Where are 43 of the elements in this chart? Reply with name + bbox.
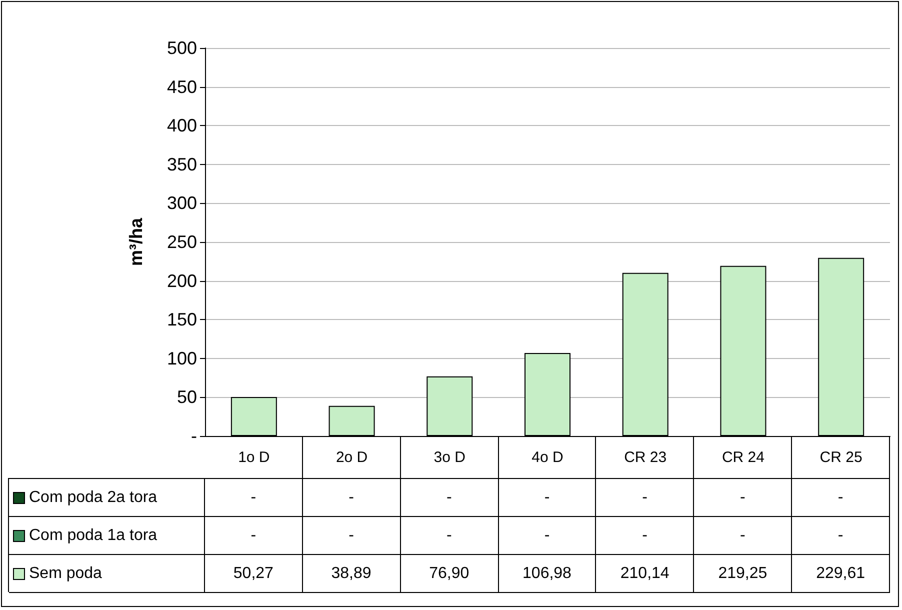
data-label: 219,25 [694, 555, 792, 593]
y-tick-label: 50 [176, 387, 197, 408]
x-tick-label: CR 23 [624, 449, 667, 466]
data-label: - [302, 479, 401, 517]
data-label: - [205, 479, 303, 517]
data-label: - [792, 479, 890, 517]
y-tick-label: 250 [166, 232, 197, 252]
data-label: - [498, 479, 596, 517]
legend-label: Sem poda [29, 564, 102, 582]
y-tick-label: - [191, 426, 197, 446]
y-tick-label: 350 [166, 154, 197, 174]
data-label: - [400, 517, 499, 555]
x-tick-label: 1o D [238, 449, 270, 466]
x-tick-label: 2o D [336, 449, 368, 466]
data-label: - [792, 517, 890, 555]
data-label: - [694, 479, 792, 517]
x-tick-label: CR 25 [820, 449, 862, 466]
y-axis-title: m³/ha [126, 217, 146, 266]
legend-label: Com poda 2a tora [29, 488, 158, 506]
legend-label: Com poda 1a tora [29, 526, 158, 544]
data-label: - [596, 479, 694, 517]
data-label: - [400, 479, 499, 517]
data-label: 38,89 [302, 555, 401, 593]
data-label: - [205, 517, 303, 555]
data-label: - [498, 517, 596, 555]
y-tick-label: 100 [166, 348, 197, 368]
y-tick-label: 150 [166, 310, 197, 330]
y-tick-label: 200 [166, 270, 197, 291]
y-tick-label: 300 [166, 193, 197, 214]
data-label: 50,27 [205, 555, 303, 593]
data-label: - [596, 517, 694, 555]
y-tick-label: 400 [166, 116, 197, 136]
x-tick-label: CR 24 [722, 449, 764, 466]
data-label: 210,14 [596, 555, 694, 593]
y-tick-label: 500 [166, 38, 197, 58]
data-label: 229,61 [792, 555, 890, 593]
data-label: 106,98 [498, 555, 596, 593]
data-label: 76,90 [400, 555, 499, 593]
x-tick-label: 4o D [532, 449, 564, 466]
y-tick-label: 450 [166, 76, 197, 97]
data-label: - [302, 517, 401, 555]
x-tick-label: 3o D [434, 449, 466, 466]
data-label: - [694, 517, 792, 555]
